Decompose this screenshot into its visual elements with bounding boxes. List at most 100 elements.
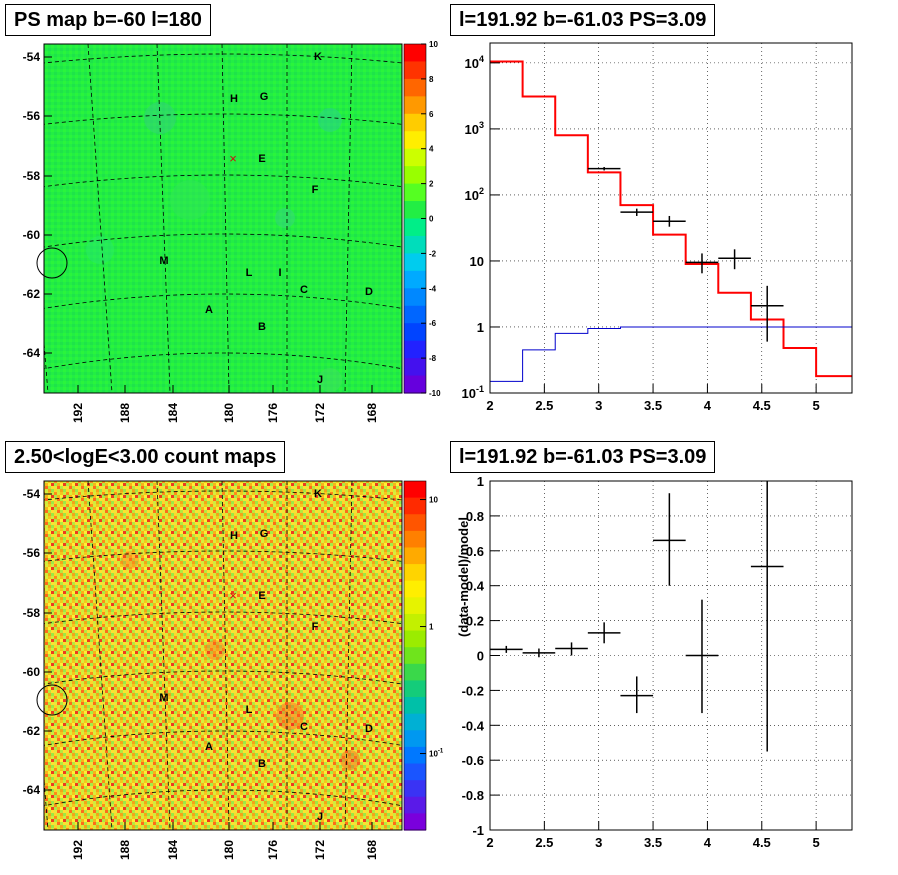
spectrum-panel: 2 2.5 3 3.5 4 4.5 5 10-1 1 10 102 103 104 — [462, 42, 853, 413]
y-tick-label: 10 — [470, 254, 484, 269]
colorbar-segment — [404, 61, 426, 80]
latitude-gridline — [44, 550, 402, 562]
x-tick-label: 192 — [71, 403, 85, 423]
source-label: G — [260, 528, 269, 540]
source-label: K — [314, 51, 322, 63]
map-feature — [275, 208, 295, 228]
longitude-gridline — [344, 481, 353, 830]
plot-frame — [489, 42, 853, 394]
source-label: F — [312, 621, 319, 633]
colorbar-segment — [404, 564, 426, 582]
latitude-gridline — [44, 611, 402, 625]
map-feature — [276, 702, 304, 730]
plot-background — [490, 43, 852, 393]
colorbar-segment — [404, 375, 426, 394]
colorbar-segment — [404, 358, 426, 377]
colorbar-segment — [404, 201, 426, 220]
x-tick-label: 4.5 — [753, 398, 771, 413]
source-label: D — [365, 286, 373, 298]
source-label: B — [258, 321, 266, 333]
colorbar-segment — [404, 270, 426, 289]
latitude-gridline — [44, 174, 402, 188]
colorbar-tick-label: -6 — [429, 319, 437, 328]
colorbar-tick-label: 4 — [429, 145, 434, 154]
longitude-gridline — [221, 481, 230, 830]
x-tick-label: 180 — [222, 403, 236, 423]
y-tick-label: -54 — [23, 50, 41, 64]
colorbar-tick-label: 10-1 — [429, 749, 444, 759]
y-tick-label: 0.6 — [466, 544, 484, 559]
x-tick-label: 180 — [222, 840, 236, 860]
colorbar-tick-label: -2 — [429, 249, 437, 258]
colorbar-tick-label: 8 — [429, 75, 434, 84]
colorbar-segment — [404, 235, 426, 254]
colorbar-tick-label: 0 — [429, 215, 434, 224]
colorbar-segment — [404, 340, 426, 359]
x-tick-label: 3 — [595, 398, 602, 413]
latitude-gridline — [44, 293, 402, 309]
colorbar-segment — [404, 663, 426, 682]
colorbar-segment — [404, 183, 426, 202]
map-feature — [340, 750, 360, 770]
y-tick-label: 0 — [477, 649, 484, 664]
x-tick-label: 4 — [704, 835, 712, 850]
y-tick-label: 1 — [477, 320, 484, 335]
y-tick-label: 0.8 — [466, 509, 484, 524]
ps-map-panel: K H G E F M L I C D A B J × 192 188 184 180 176 172 168 -54 -5… — [23, 40, 441, 423]
latitude-gridline — [44, 670, 402, 685]
latitude-gridline — [44, 352, 402, 370]
x-tick-label: 188 — [118, 840, 132, 860]
x-tick-label: 2 — [486, 398, 493, 413]
colorbar-segment — [404, 253, 426, 272]
longitude-gridline — [87, 44, 113, 393]
colorbar-segment — [404, 78, 426, 97]
colorbar-segment — [404, 288, 426, 307]
colorbar-segment — [404, 481, 426, 499]
map-frame — [43, 43, 403, 394]
x-tick-label: 2.5 — [535, 398, 553, 413]
x-tick-label: 3 — [595, 835, 602, 850]
ps-map-title: PS map b=-60 l=180 — [5, 4, 211, 36]
residual-title: l=191.92 b=-61.03 PS=3.09 — [450, 441, 716, 473]
y-tick-label: -58 — [23, 169, 41, 183]
longitude-gridline — [221, 44, 230, 393]
colorbar-segment — [404, 96, 426, 115]
x-tick-label: 2.5 — [535, 835, 553, 850]
source-label: B — [258, 758, 266, 770]
colorbar-tick-label: -4 — [429, 284, 437, 293]
source-label: M — [159, 692, 168, 704]
source-label: F — [312, 184, 319, 196]
colorbar-segment — [404, 148, 426, 167]
source-marker: × — [229, 588, 237, 603]
y-tick-label: -1 — [472, 823, 484, 838]
colorbar-segment — [404, 218, 426, 237]
colorbar-segment — [404, 763, 426, 781]
source-label: K — [314, 488, 322, 500]
colorbar-segment — [404, 780, 426, 798]
y-tick-label: -64 — [23, 783, 41, 797]
map-frame — [43, 480, 403, 831]
map-area — [44, 44, 402, 393]
x-tick-label: 176 — [266, 840, 280, 860]
y-tick-label: 103 — [465, 120, 484, 137]
x-tick-label: 192 — [71, 840, 85, 860]
source-label: C — [300, 284, 308, 296]
colorbar-tick-label: 1 — [429, 623, 434, 632]
source-label: J — [317, 811, 323, 823]
colorbar-segment — [404, 630, 426, 648]
x-tick-label: 168 — [365, 403, 379, 423]
latitude-gridline — [44, 490, 402, 501]
source-label: E — [258, 153, 265, 165]
y-tick-label: -0.4 — [462, 718, 485, 733]
x-tick-label: 172 — [313, 840, 327, 860]
x-tick-label: 188 — [118, 403, 132, 423]
count-map-title: 2.50<logE<3.00 count maps — [5, 441, 286, 473]
y-tick-label: -58 — [23, 606, 41, 620]
colorbar-segment — [404, 796, 426, 814]
colorbar-tick-label: 10 — [429, 40, 438, 49]
step-series — [490, 60, 852, 378]
map-feature — [318, 108, 342, 132]
colorbar-segment — [404, 647, 426, 665]
source-label: L — [246, 267, 253, 279]
longitude-gridline — [344, 44, 353, 393]
